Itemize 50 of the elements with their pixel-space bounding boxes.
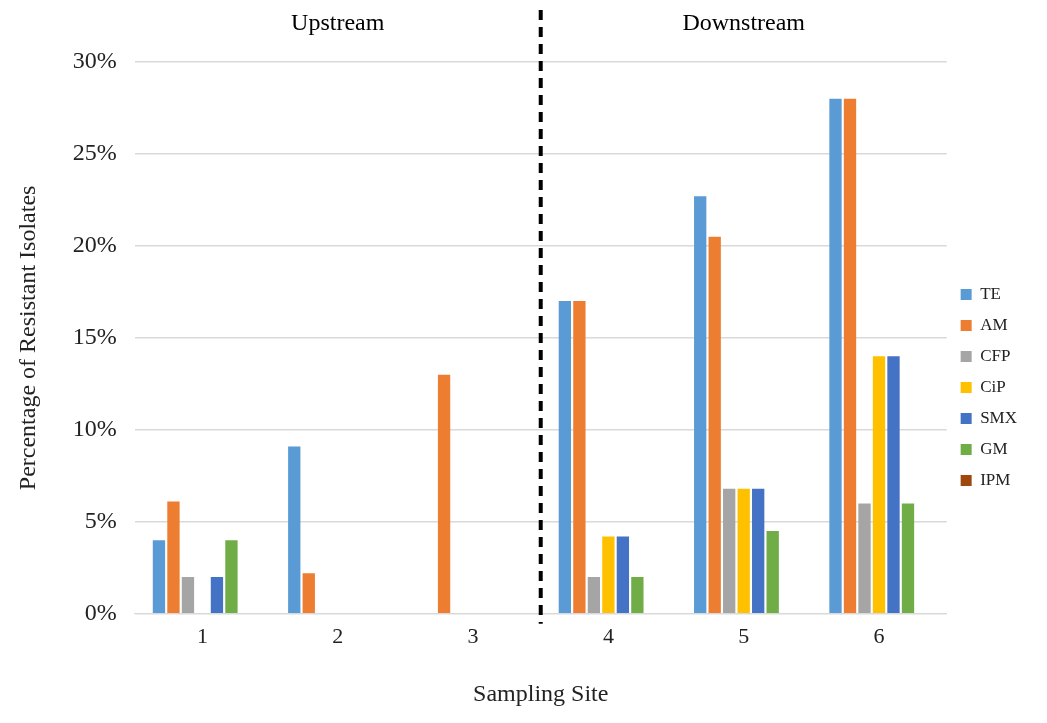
y-tick-label: 5% — [84, 507, 117, 534]
bar — [694, 196, 707, 614]
bar — [723, 488, 736, 614]
legend-label: SMX — [980, 407, 1018, 427]
y-tick-label: 15% — [72, 323, 117, 350]
bar — [302, 573, 315, 614]
bar — [573, 301, 586, 614]
legend-label: AM — [980, 314, 1008, 334]
legend-label: TE — [980, 283, 1001, 303]
legend-label: GM — [980, 438, 1008, 458]
bar — [181, 577, 195, 614]
bar — [437, 374, 451, 614]
bar — [616, 536, 630, 614]
legend-label: CFP — [980, 345, 1011, 365]
x-tick-label: 5 — [738, 622, 750, 648]
x-axis-title: Sampling Site — [473, 679, 609, 706]
x-tick-label: 4 — [602, 622, 614, 648]
text: Downstream — [682, 9, 806, 36]
bar — [152, 540, 166, 614]
bar — [752, 488, 765, 614]
y-axis-title: Percentage of Resistant Isolates — [13, 185, 40, 491]
bar — [766, 531, 779, 614]
x-tick-label: 6 — [873, 622, 885, 648]
text: Upstream — [291, 9, 385, 36]
x-tick-label: 1 — [196, 622, 208, 648]
y-tick-label: 25% — [72, 139, 117, 166]
bar — [858, 503, 871, 614]
bar — [288, 446, 301, 614]
bar — [901, 503, 915, 614]
bar — [602, 536, 615, 614]
legend-label: IPM — [980, 469, 1011, 489]
y-tick-label: 30% — [72, 47, 117, 74]
y-tick-label: 20% — [72, 231, 117, 258]
bar — [558, 301, 572, 614]
bar — [631, 577, 644, 614]
bar — [225, 540, 238, 614]
bar — [167, 501, 180, 614]
bar — [587, 577, 601, 614]
legend-label: CiP — [980, 376, 1006, 396]
x-tick-label: 2 — [332, 622, 344, 648]
bar — [210, 577, 224, 614]
y-tick-label: 0% — [84, 599, 117, 626]
bar — [843, 98, 857, 614]
bar — [829, 98, 842, 614]
y-tick-label: 10% — [72, 415, 117, 442]
bar — [872, 356, 886, 614]
bar — [887, 356, 900, 614]
x-tick-label: 3 — [467, 622, 479, 648]
bar — [737, 488, 750, 614]
bar — [708, 236, 721, 614]
